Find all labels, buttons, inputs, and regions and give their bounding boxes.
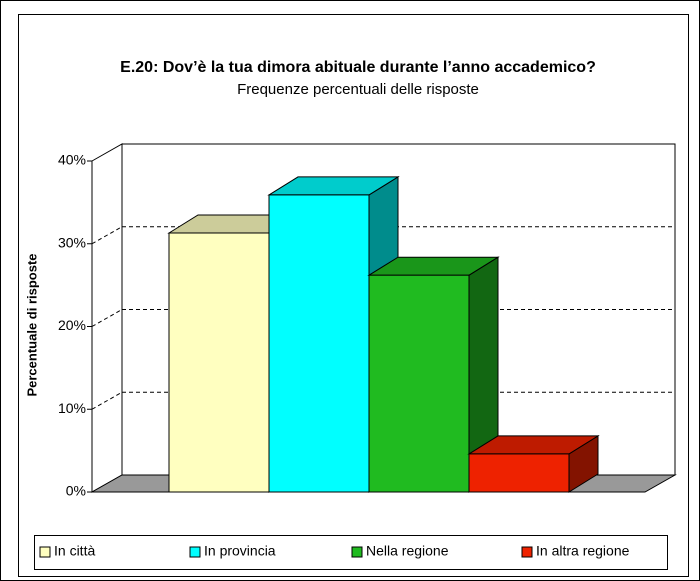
legend-swatch (39, 546, 51, 558)
chart-subtitle: Frequenze percentuali delle risposte (237, 81, 479, 98)
grid-line (91, 309, 123, 327)
grid-line (91, 391, 123, 410)
legend-label: In città (54, 543, 95, 559)
legend-label: In altra regione (536, 543, 630, 559)
bar (468, 453, 570, 493)
y-tick-label: 10% (58, 400, 86, 416)
y-tick-label: 40% (58, 152, 86, 168)
legend-swatch (351, 546, 363, 558)
legend (34, 535, 668, 570)
bar (368, 274, 470, 493)
bar (268, 194, 370, 493)
legend-swatch (189, 546, 201, 558)
y-axis-label: Percentuale di risposte (24, 253, 39, 396)
legend-label: Nella regione (366, 543, 449, 559)
chart-title: E.20: Dov’è la tua dimora abituale duran… (120, 59, 596, 76)
y-tick-label: 0% (66, 483, 86, 499)
y-tick-label: 20% (58, 317, 86, 333)
legend-swatch (521, 546, 533, 558)
grid-line (91, 226, 123, 245)
bar (168, 232, 270, 493)
legend-label: In provincia (204, 543, 276, 559)
y-tick-label: 30% (58, 234, 86, 250)
